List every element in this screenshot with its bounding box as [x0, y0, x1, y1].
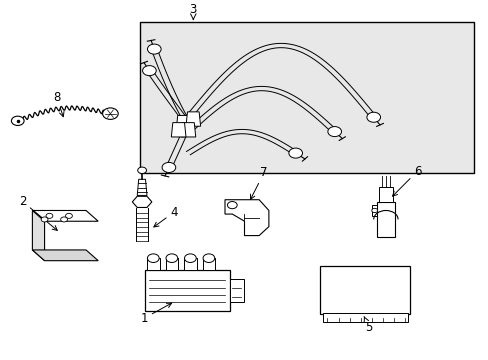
Circle shape [165, 254, 177, 262]
Circle shape [65, 213, 72, 219]
Polygon shape [132, 196, 152, 207]
Circle shape [288, 148, 302, 158]
Circle shape [46, 213, 53, 219]
Polygon shape [185, 112, 200, 126]
Circle shape [366, 112, 380, 122]
Text: 6: 6 [392, 165, 421, 196]
Bar [165, 258, 178, 270]
Circle shape [147, 254, 159, 262]
Circle shape [138, 167, 146, 174]
Polygon shape [32, 211, 98, 221]
Circle shape [203, 254, 214, 262]
Text: 7: 7 [250, 166, 267, 199]
Bar [140, 22, 473, 173]
Bar [320, 266, 409, 315]
Polygon shape [32, 250, 98, 261]
Polygon shape [32, 211, 44, 261]
Polygon shape [181, 123, 195, 137]
Text: 3: 3 [189, 3, 197, 16]
Circle shape [11, 116, 24, 126]
Circle shape [227, 202, 237, 209]
Text: 8: 8 [53, 91, 64, 117]
Text: 5: 5 [363, 316, 372, 333]
Text: 1: 1 [141, 303, 171, 325]
Bar [376, 202, 394, 237]
Bar [183, 258, 196, 270]
Bar [202, 258, 215, 270]
Bar [147, 258, 159, 270]
Circle shape [147, 44, 161, 54]
Circle shape [61, 217, 67, 222]
Polygon shape [171, 123, 185, 137]
Text: 2: 2 [19, 195, 57, 230]
Circle shape [142, 66, 156, 76]
Polygon shape [137, 179, 147, 195]
Circle shape [102, 108, 118, 120]
Bar [144, 270, 229, 311]
Circle shape [162, 162, 175, 172]
Bar [378, 187, 392, 202]
Bar [229, 279, 243, 302]
Polygon shape [176, 116, 190, 130]
Circle shape [184, 254, 196, 262]
Text: 4: 4 [154, 206, 177, 227]
Circle shape [41, 217, 48, 222]
Bar [322, 314, 407, 322]
Polygon shape [224, 200, 268, 235]
Circle shape [371, 208, 377, 213]
Circle shape [327, 127, 341, 136]
Polygon shape [371, 205, 376, 216]
